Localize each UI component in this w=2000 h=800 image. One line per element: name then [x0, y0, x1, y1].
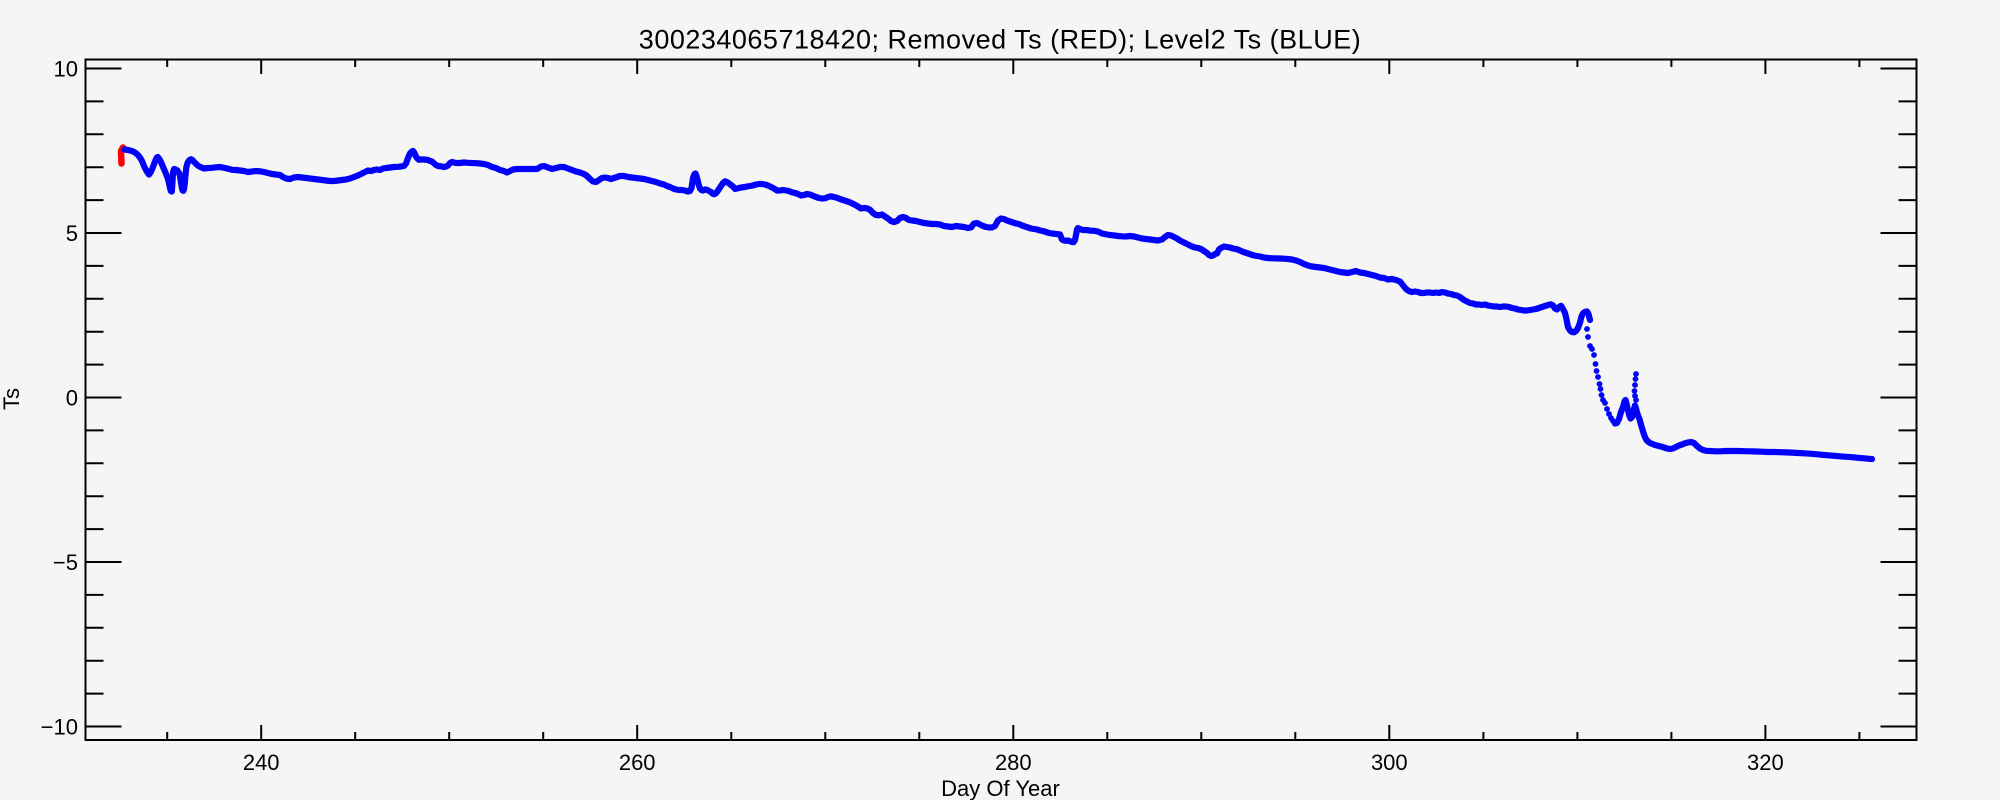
svg-text:5: 5: [66, 221, 78, 246]
svg-text:280: 280: [995, 750, 1032, 775]
svg-text:320: 320: [1747, 750, 1784, 775]
svg-text:Day Of Year: Day Of Year: [941, 776, 1060, 800]
svg-text:−5: −5: [53, 550, 78, 575]
svg-text:Ts: Ts: [0, 388, 24, 410]
svg-text:0: 0: [66, 386, 78, 411]
svg-text:10: 10: [54, 57, 78, 82]
svg-text:240: 240: [243, 750, 280, 775]
svg-text:−10: −10: [41, 715, 78, 740]
svg-text:300234065718420; Removed Ts (R: 300234065718420; Removed Ts (RED); Level…: [639, 25, 1361, 55]
svg-text:300: 300: [1371, 750, 1408, 775]
svg-text:260: 260: [619, 750, 656, 775]
